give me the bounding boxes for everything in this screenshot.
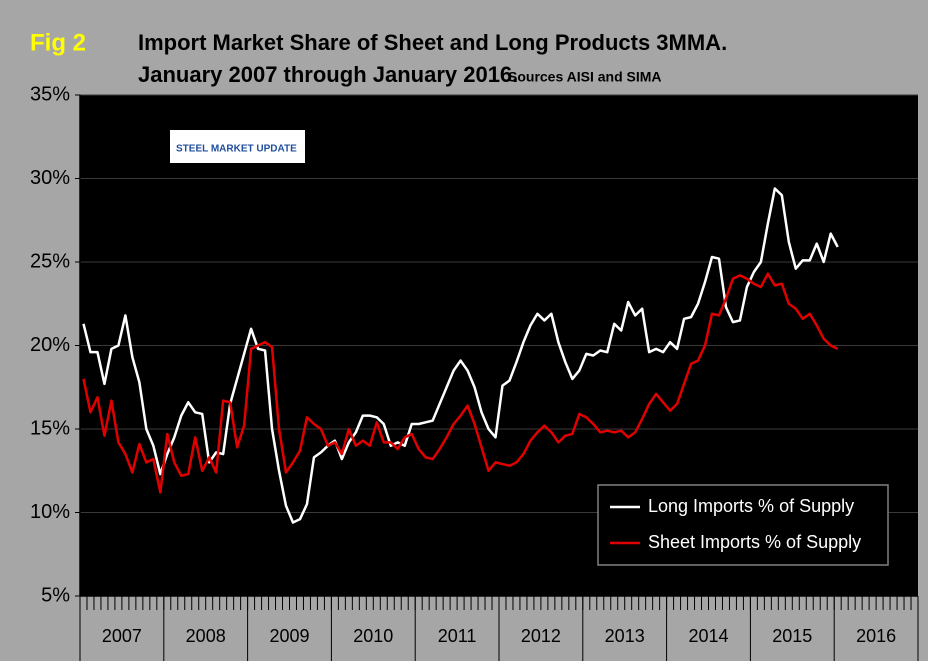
- fig-label: Fig 2: [30, 29, 86, 56]
- x-tick-label: 2008: [186, 626, 226, 646]
- y-tick-label: 25%: [30, 250, 70, 272]
- x-tick-label: 2012: [521, 626, 561, 646]
- chart-title: Import Market Share of Sheet and Long Pr…: [138, 30, 727, 55]
- legend-box: [597, 484, 889, 566]
- logo: [170, 130, 305, 163]
- x-tick-label: 2016: [856, 626, 896, 646]
- y-tick-label: 15%: [30, 417, 70, 439]
- legend-label: Long Imports % of Supply: [648, 496, 854, 516]
- x-tick-label: 2009: [269, 626, 309, 646]
- x-tick-label: 2007: [102, 626, 142, 646]
- y-tick-label: 5%: [41, 584, 70, 606]
- x-tick-label: 2013: [605, 626, 645, 646]
- x-tick-label: 2015: [772, 626, 812, 646]
- x-tick-label: 2011: [438, 626, 477, 646]
- x-tick-label: 2014: [688, 626, 728, 646]
- y-tick-label: 20%: [30, 334, 70, 356]
- series-line: [82, 272, 839, 494]
- source: Sources AISI and SIMA: [508, 69, 662, 85]
- y-tick-label: 35%: [30, 83, 70, 105]
- series-line: [82, 187, 839, 524]
- x-tick-label: 2010: [353, 626, 393, 646]
- y-tick-label: 10%: [30, 501, 70, 523]
- logo-text: STEEL MARKET UPDATE: [176, 144, 297, 155]
- y-tick-label: 30%: [30, 167, 70, 189]
- chart-subtitle: January 2007 through January 2016.: [138, 62, 518, 87]
- legend-label: Sheet Imports % of Supply: [648, 532, 861, 552]
